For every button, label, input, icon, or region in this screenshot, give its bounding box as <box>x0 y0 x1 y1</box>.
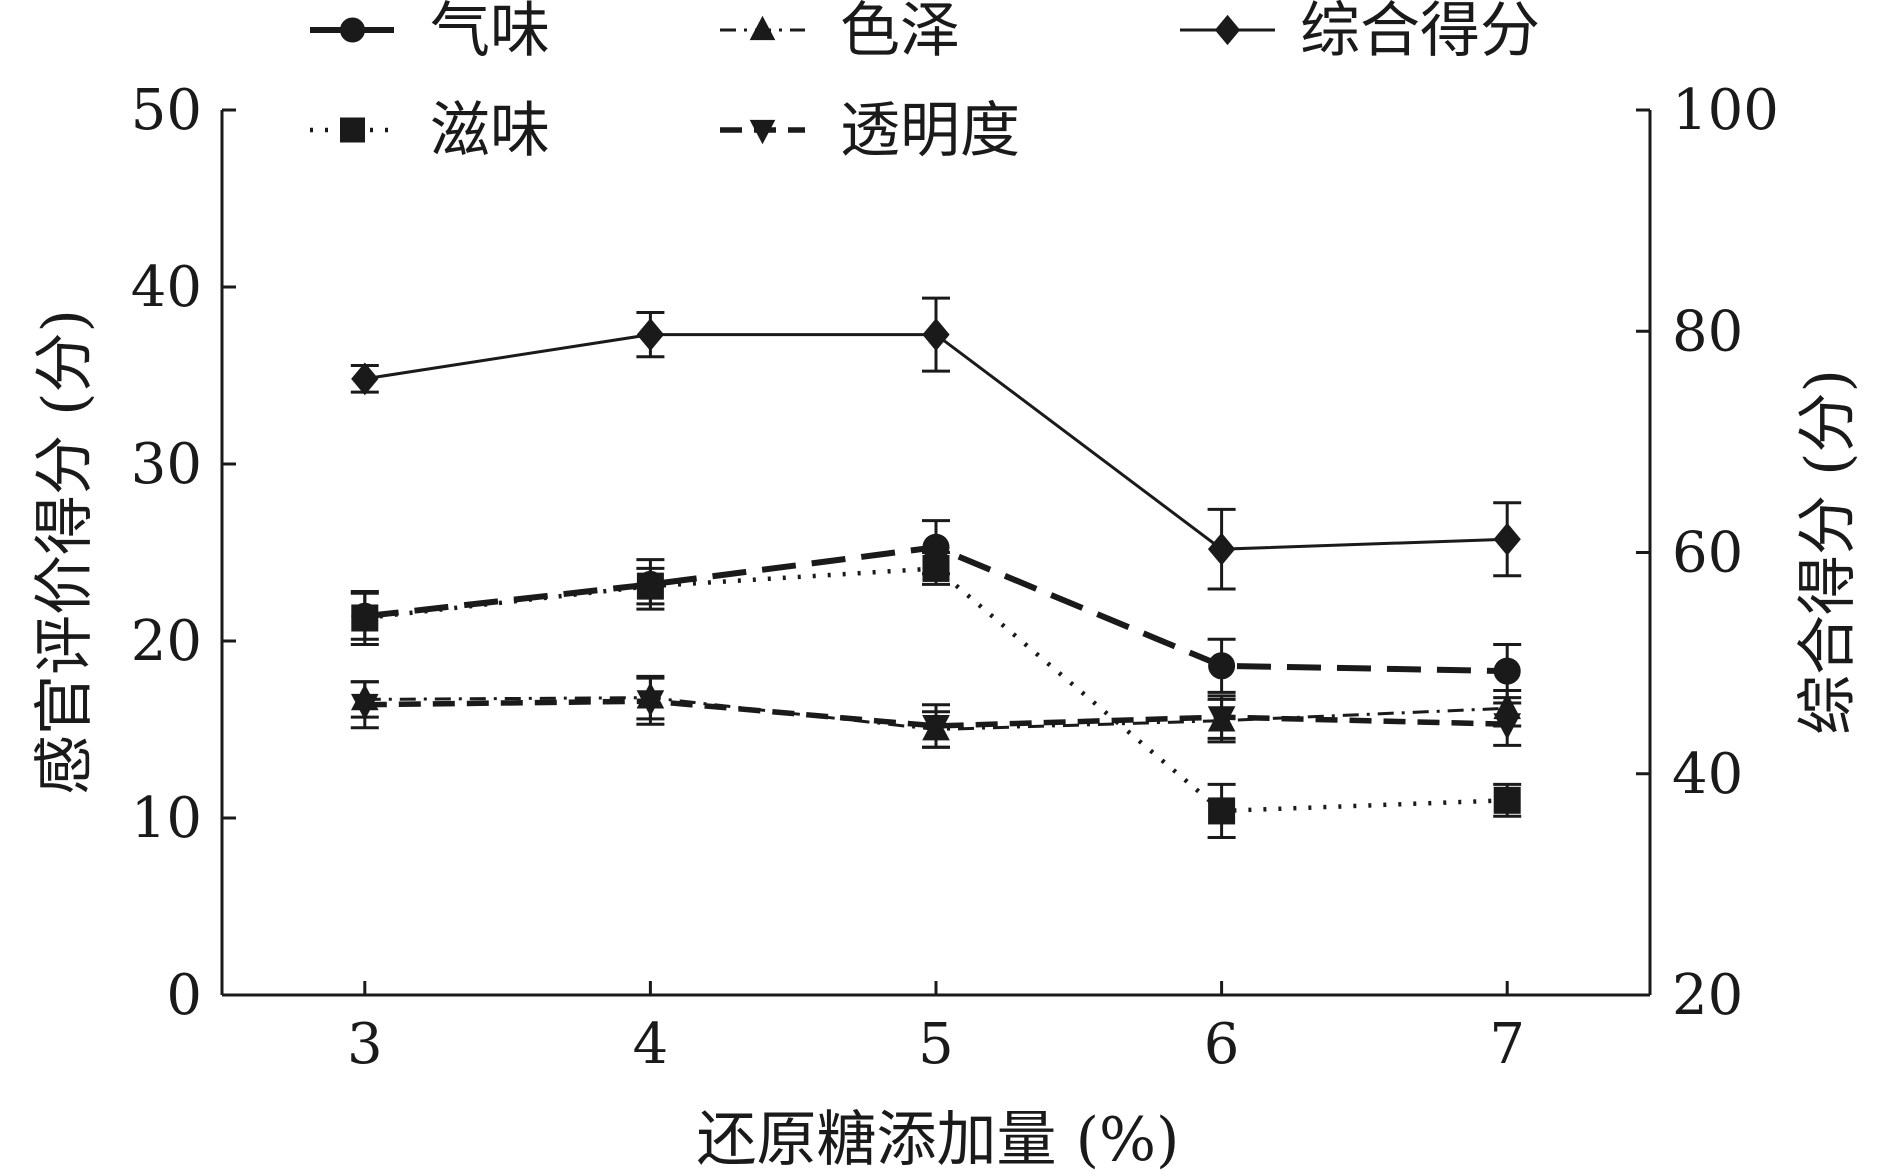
y-tick-label: 20 <box>131 609 202 674</box>
x-tick-label: 5 <box>918 1012 954 1077</box>
legend-marker <box>340 17 365 43</box>
y2-tick-label: 80 <box>1672 299 1743 364</box>
legend-label: 综合得分 <box>1300 0 1540 66</box>
legend-marker <box>1214 14 1241 46</box>
legend-marker <box>340 117 365 143</box>
legend-item: 透明度 <box>720 96 1020 166</box>
y-tick-label: 40 <box>131 255 202 320</box>
legend-label: 色泽 <box>840 0 960 66</box>
data-point <box>922 715 950 742</box>
series-line <box>364 698 1508 729</box>
series-3 <box>350 551 1522 839</box>
y2-tick-label: 100 <box>1672 78 1779 143</box>
y2-tick-label: 40 <box>1672 742 1743 807</box>
data-point <box>922 554 950 582</box>
data-point <box>1207 706 1236 733</box>
data-point <box>636 318 665 351</box>
legend-label: 透明度 <box>840 96 1020 166</box>
data-point <box>1493 657 1521 685</box>
data-point <box>1207 532 1236 566</box>
x-tick-label: 7 <box>1489 1012 1525 1077</box>
data-point <box>1493 713 1522 740</box>
series-layer <box>350 296 1522 839</box>
legend-label: 滋味 <box>430 96 550 166</box>
y-tick-label: 30 <box>131 432 202 497</box>
data-point <box>351 362 379 396</box>
series-4 <box>350 676 1522 749</box>
x-tick-label: 6 <box>1204 1012 1240 1077</box>
series-2 <box>350 296 1522 591</box>
y-tick-label: 50 <box>131 78 202 143</box>
legend-item: 气味 <box>310 0 550 66</box>
y2-tick-label: 60 <box>1672 521 1743 586</box>
data-point <box>1493 786 1521 814</box>
legend-label: 气味 <box>430 0 550 66</box>
x-tick-label: 3 <box>347 1012 383 1077</box>
data-point <box>1493 522 1521 556</box>
data-point <box>351 604 379 632</box>
data-point <box>922 318 950 351</box>
legend-item: 综合得分 <box>1180 0 1540 66</box>
ticks: 3 4 5 6 7 0 10 20 30 40 50 20 40 60 80 100 <box>131 78 1779 1077</box>
y-tick-label: 0 <box>166 963 202 1028</box>
data-point <box>1208 797 1236 825</box>
legend-marker <box>749 15 776 41</box>
data-point <box>636 690 665 717</box>
legend-item: 滋味 <box>310 96 550 166</box>
y2-axis-title: 综合得分 (分) <box>1793 369 1863 735</box>
data-point <box>636 572 664 600</box>
legend-item: 色泽 <box>720 0 960 66</box>
y-axis-title: 感官评价得分 (分) <box>30 309 100 795</box>
series-0 <box>350 519 1522 700</box>
y2-tick-label: 20 <box>1672 963 1743 1028</box>
data-point <box>350 693 379 721</box>
data-point <box>1208 652 1236 680</box>
x-axis-title: 还原糖添加量 (%) <box>697 1105 1180 1175</box>
series-line <box>364 566 1508 814</box>
x-tick-label: 4 <box>633 1012 669 1077</box>
legend-marker <box>749 119 776 145</box>
y-tick-label: 10 <box>131 786 202 851</box>
